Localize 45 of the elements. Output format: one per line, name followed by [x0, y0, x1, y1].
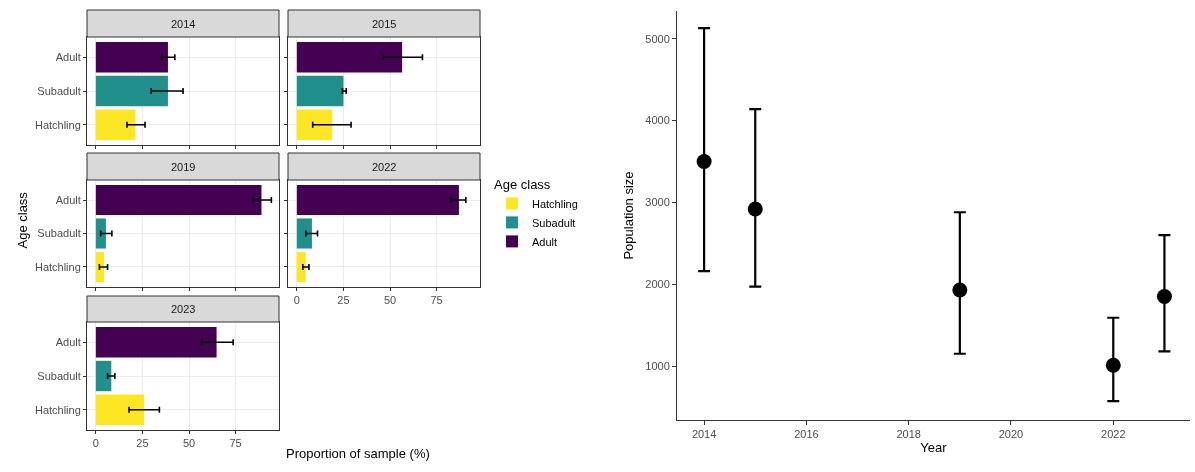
- y-tick-label: Subadult: [37, 84, 81, 97]
- x-tick-label: 75: [229, 437, 242, 450]
- y-tick-label: Adult: [55, 336, 81, 349]
- point: [696, 154, 712, 169]
- point: [1105, 357, 1121, 373]
- y-tick-label: Subadult: [37, 369, 81, 382]
- x-axis-title: Proportion of sample (%): [286, 446, 430, 461]
- chart-title: 2019: [171, 161, 196, 173]
- legend-label: Hatchling: [532, 197, 578, 210]
- y-tick-label: Adult: [55, 193, 81, 206]
- legend-label: Adult: [532, 235, 558, 248]
- x-tick-label: 25: [337, 294, 350, 307]
- chart-title: 2014: [171, 18, 196, 30]
- x-axis-title: Year: [920, 440, 948, 456]
- point: [952, 282, 968, 298]
- y-axis-title: Age class: [14, 191, 30, 249]
- legend-title: Age class: [494, 176, 551, 192]
- point: [1156, 288, 1172, 304]
- y-tick-label: Hatchling: [34, 403, 81, 416]
- x-tick-label: 0: [293, 294, 300, 307]
- legend-label: Subadult: [532, 216, 576, 229]
- y-tick-label: 4000: [645, 114, 670, 127]
- chart-title: 2022: [372, 161, 397, 173]
- x-tick-label: 2016: [794, 428, 819, 441]
- x-tick-label: 50: [383, 294, 397, 307]
- x-tick-label: 50: [182, 437, 196, 450]
- y-axis-title: Population size: [621, 171, 637, 260]
- point: [747, 201, 763, 217]
- x-tick-label: 25: [136, 437, 149, 450]
- x-tick-label: 0: [92, 437, 99, 450]
- y-tick-label: 1000: [645, 359, 670, 372]
- y-tick-label: 2000: [645, 278, 670, 291]
- y-tick-label: Subadult: [37, 227, 81, 240]
- x-tick-label: 75: [430, 294, 443, 307]
- chart-title: 2023: [171, 303, 196, 315]
- x-tick-label: 2022: [1101, 428, 1126, 441]
- x-tick-label: 2020: [998, 428, 1024, 441]
- y-tick-label: 3000: [645, 196, 670, 209]
- chart-title: 2015: [372, 18, 397, 30]
- x-tick-label: 2014: [691, 428, 717, 441]
- y-tick-label: Hatchling: [34, 260, 81, 273]
- y-tick-label: 5000: [645, 32, 670, 45]
- y-tick-label: Hatchling: [34, 118, 81, 131]
- y-tick-label: Adult: [55, 51, 81, 64]
- x-tick-label: 2018: [896, 428, 921, 441]
